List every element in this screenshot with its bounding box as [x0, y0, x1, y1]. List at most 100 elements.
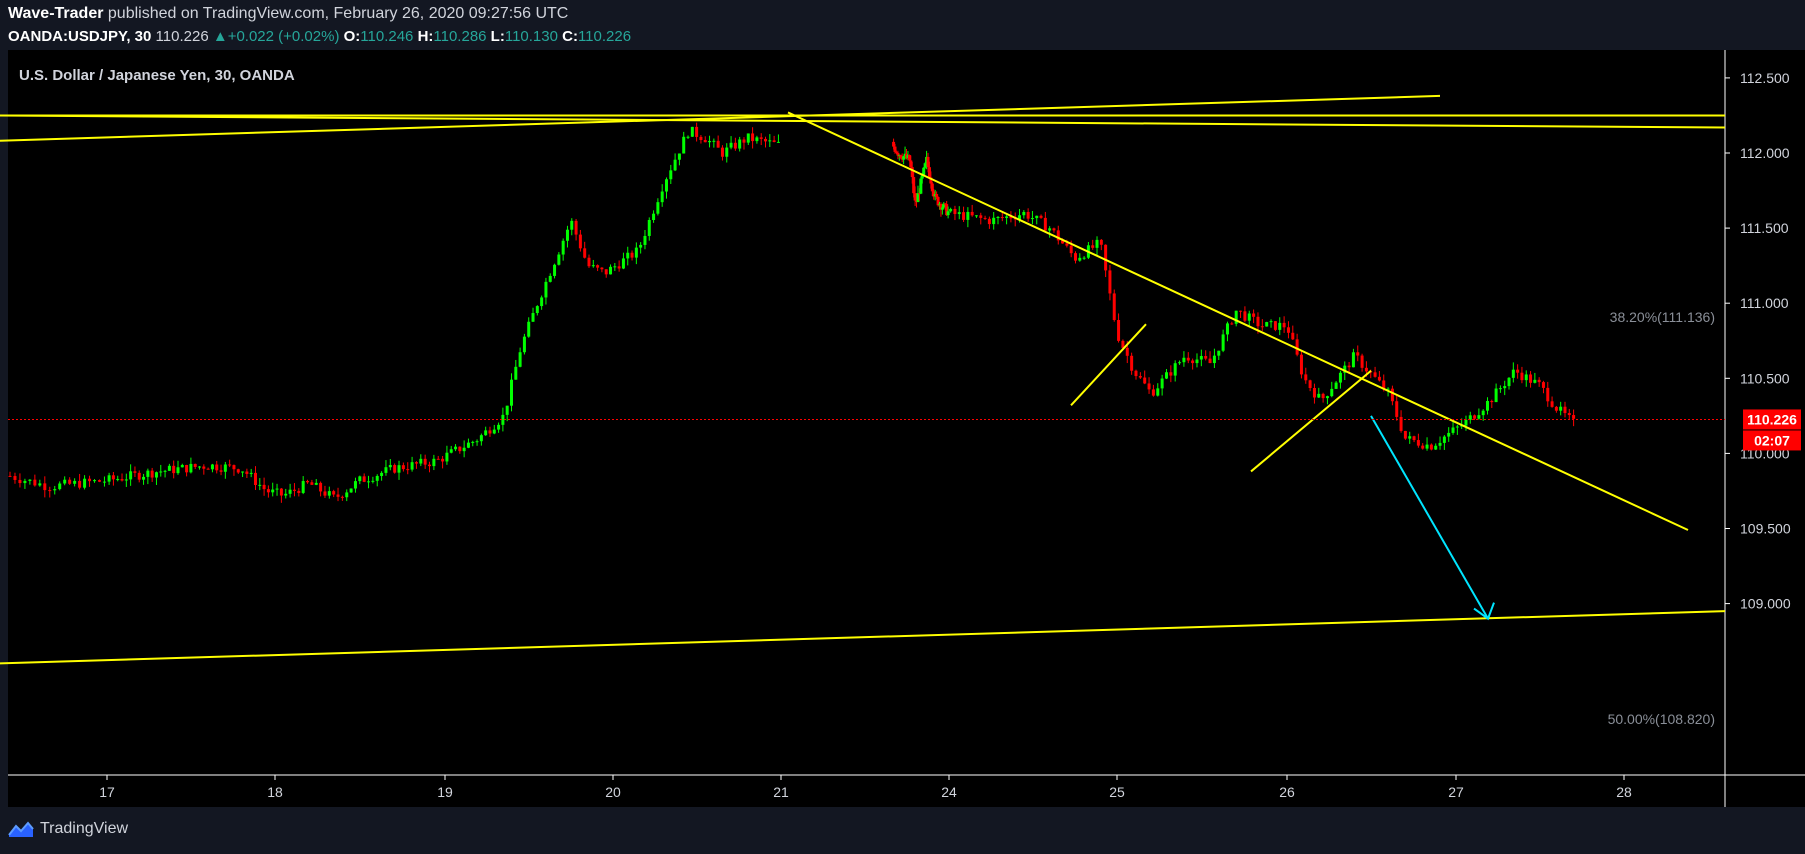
- candle-body: [78, 480, 82, 488]
- upper-rising-line[interactable]: [0, 94, 1441, 142]
- candle-body: [1239, 310, 1243, 312]
- candle-body: [565, 229, 569, 241]
- current-price-badge-label: 110.226: [1747, 411, 1797, 427]
- candle-body: [1208, 358, 1212, 364]
- candle-body: [896, 152, 900, 156]
- candle-body: [241, 471, 245, 473]
- y-tick-label: 109.000: [1740, 596, 1791, 612]
- candle-body: [266, 489, 270, 493]
- candle-body: [432, 458, 436, 467]
- candle-body: [1304, 374, 1308, 381]
- candle-body: [1112, 293, 1116, 321]
- y-tick-label: 111.000: [1740, 295, 1789, 311]
- candle-body: [319, 482, 323, 492]
- candle-body: [899, 155, 903, 158]
- candle-body: [531, 313, 535, 322]
- flag-1-line[interactable]: [1070, 323, 1147, 407]
- candle-body: [475, 441, 479, 443]
- candle-body: [664, 179, 668, 192]
- candle-body: [228, 464, 232, 466]
- candle-body: [1082, 257, 1086, 259]
- candle-body: [733, 142, 737, 149]
- candle-body: [215, 464, 219, 471]
- candle-body: [63, 479, 67, 484]
- candle-body: [1347, 365, 1351, 368]
- candle-body: [725, 147, 729, 157]
- flag-2-line[interactable]: [1250, 370, 1372, 473]
- open-value: 110.246: [360, 28, 414, 45]
- candle-body: [111, 475, 115, 480]
- candle-body: [1455, 426, 1459, 428]
- candle-body: [172, 465, 176, 474]
- candle-body: [1204, 356, 1208, 359]
- candle-body: [587, 257, 591, 267]
- candle-body: [1529, 374, 1533, 383]
- x-tick-label: 26: [1279, 784, 1295, 800]
- candle-body: [946, 211, 950, 216]
- candle-body: [557, 254, 561, 265]
- candle-body: [1382, 380, 1386, 390]
- candle-body: [1321, 393, 1325, 399]
- candle-body: [522, 336, 526, 353]
- y-tick-label: 112.000: [1740, 145, 1790, 161]
- candle-body: [198, 466, 202, 468]
- candle-body: [974, 215, 978, 217]
- candle-body: [652, 213, 656, 220]
- candle-body: [755, 137, 759, 142]
- candle-body: [1117, 320, 1121, 341]
- candle-body: [1299, 354, 1303, 375]
- candle-body: [1451, 427, 1455, 433]
- descending-trendline-line[interactable]: [787, 111, 1689, 531]
- x-tick-label: 27: [1448, 784, 1464, 800]
- candle-body: [979, 215, 983, 218]
- candle-body: [992, 217, 996, 225]
- close-label: C:: [562, 28, 578, 45]
- candle-body: [1356, 352, 1360, 356]
- y-tick-label: 109.500: [1740, 521, 1791, 537]
- candle-body: [907, 154, 911, 161]
- candle-body: [647, 219, 651, 236]
- candle-body: [58, 483, 62, 490]
- footer-brand[interactable]: TradingView: [8, 820, 128, 838]
- candle-body: [279, 488, 283, 496]
- candle-body: [371, 480, 375, 482]
- candle-body: [23, 480, 27, 484]
- candle-body: [1330, 388, 1334, 397]
- candle-body: [1026, 211, 1030, 219]
- candle-body: [388, 465, 392, 468]
- projection-arrow[interactable]: [1370, 415, 1489, 620]
- author-name[interactable]: Wave-Trader: [8, 5, 104, 22]
- candle-body: [1061, 240, 1065, 244]
- axes: 112.500112.000111.500111.000110.500110.0…: [99, 70, 1801, 800]
- candle-body: [1473, 415, 1477, 419]
- candle-body: [957, 212, 961, 215]
- candle-body: [527, 321, 531, 337]
- candle-body: [916, 193, 920, 203]
- candle-body: [1048, 228, 1052, 231]
- candle-body: [1130, 355, 1134, 371]
- candle-body: [314, 482, 318, 485]
- lower-support-line[interactable]: [0, 610, 1726, 665]
- candle-body: [690, 126, 694, 137]
- candle-body: [1273, 321, 1277, 330]
- candle-body: [1364, 367, 1368, 372]
- candle-body: [154, 472, 158, 478]
- candle-body: [776, 141, 780, 143]
- candle-body: [479, 435, 483, 442]
- candle-body: [323, 491, 327, 496]
- candle-body: [1169, 372, 1173, 376]
- candle-body: [1524, 374, 1528, 381]
- candle-body: [501, 414, 505, 425]
- upper-flat-2-line[interactable]: [0, 114, 1726, 129]
- candle-body: [1005, 216, 1009, 219]
- candle-body: [137, 472, 141, 480]
- candle-body: [1386, 388, 1390, 390]
- candle-body: [349, 488, 353, 493]
- candle-body: [1490, 400, 1494, 403]
- candle-body: [159, 471, 163, 473]
- last-price: 110.226: [155, 28, 209, 45]
- candle-body: [893, 146, 897, 152]
- candle-body: [1018, 215, 1022, 220]
- candle-body: [621, 258, 625, 269]
